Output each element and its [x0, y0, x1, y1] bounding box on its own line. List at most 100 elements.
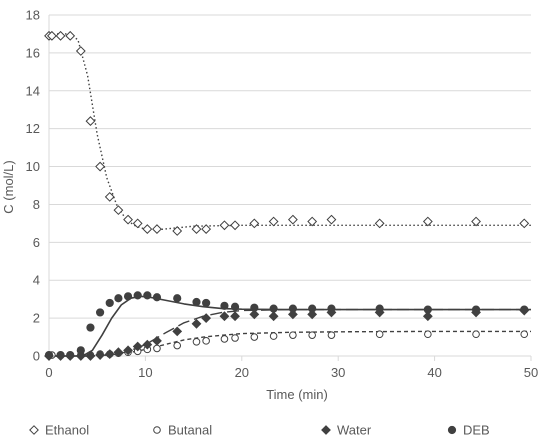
water-point: [113, 347, 124, 358]
y-tick-label: 8: [33, 197, 40, 212]
deb-point: [66, 350, 75, 360]
water-point: [287, 309, 298, 320]
water-point: [95, 350, 105, 360]
ethanol-point: [113, 205, 124, 216]
water-point: [219, 311, 230, 322]
legend-marker-ethanol: [29, 425, 39, 435]
ethanol-point: [65, 30, 76, 41]
deb-point: [269, 304, 278, 313]
x-tick-label: 40: [427, 365, 441, 380]
water-point: [307, 309, 318, 320]
fit-line-4: [49, 295, 531, 357]
ethanol-point: [191, 224, 202, 234]
ethanol-point: [85, 116, 96, 126]
legend: Ethanol Butanal Water DEB: [29, 423, 490, 438]
legend-label-butanal: Butanal: [168, 423, 212, 438]
ethanol-point: [471, 216, 481, 227]
butanal-point: [250, 333, 259, 341]
butanal-point: [202, 337, 210, 345]
water-point: [201, 313, 212, 324]
y-tick-label: 10: [26, 159, 40, 174]
water-point: [249, 309, 260, 320]
legend-label-deb: DEB: [463, 423, 490, 438]
deb-point: [308, 304, 317, 313]
water-point: [172, 326, 183, 337]
ethanol-point: [95, 161, 105, 172]
y-tick-label: 6: [33, 235, 40, 250]
legend-marker-butanal: [153, 426, 161, 434]
y-tick-label: 0: [33, 349, 40, 364]
x-tick-label: 50: [524, 365, 538, 380]
water-point: [142, 339, 153, 350]
butanal-point: [289, 331, 297, 339]
water-point: [85, 351, 96, 361]
ethanol-point: [55, 30, 66, 41]
legend-label-water: Water: [337, 423, 372, 438]
y-tick-label: 16: [26, 45, 40, 60]
water-point: [152, 335, 162, 346]
ethanol-point: [104, 191, 115, 202]
ethanol-point: [46, 30, 57, 41]
ethanol-point: [287, 214, 298, 225]
ethanol-point: [249, 218, 260, 229]
deb-point: [520, 305, 529, 314]
deb-point: [95, 308, 105, 317]
axes: [48, 15, 532, 361]
fit-line-1: [49, 33, 531, 231]
butanal-point: [153, 344, 161, 353]
deb-point: [143, 291, 152, 300]
water-point: [268, 311, 279, 322]
ethanol-point: [142, 224, 153, 234]
ethanol-point: [75, 46, 86, 56]
ethanol-point: [172, 226, 183, 236]
legend-label-ethanol: Ethanol: [45, 423, 89, 438]
ethanol-point: [307, 216, 318, 227]
deb-point: [173, 294, 182, 303]
deb-point: [288, 304, 297, 313]
deb-point: [375, 304, 384, 313]
butanal-point: [424, 330, 432, 339]
water-point: [422, 311, 433, 322]
water-point: [75, 351, 86, 361]
butanal-point: [220, 335, 229, 343]
deb-point: [471, 305, 481, 314]
deb-point: [152, 293, 162, 302]
deb-point: [56, 350, 65, 360]
deb-point: [133, 291, 142, 300]
butanal-point: [375, 330, 384, 339]
deb-point: [105, 298, 114, 308]
y-tick-label: 18: [26, 8, 40, 23]
ethanol-point: [230, 220, 240, 231]
x-tick-label: 20: [235, 365, 249, 380]
butanal-point: [269, 332, 278, 340]
x-tick-label: 10: [138, 365, 152, 380]
butanal-point: [520, 330, 529, 339]
data-markers: [44, 30, 530, 361]
deb-point: [423, 305, 432, 314]
y-tick-label: 2: [33, 311, 40, 326]
butanal-point: [327, 331, 336, 339]
ethanol-point: [152, 224, 162, 234]
water-point: [191, 318, 202, 329]
ethanol-point: [132, 218, 143, 229]
tick-labels: 0 2 4 6 8 10 12 14 16 18 0 10 20 30 40 50: [26, 8, 539, 381]
butanal-point: [192, 337, 201, 346]
deb-point: [202, 298, 211, 308]
deb-point: [250, 303, 259, 312]
ethanol-point: [374, 218, 385, 229]
legend-marker-water: [321, 425, 331, 435]
water-point: [123, 345, 133, 356]
butanal-point: [308, 331, 316, 339]
butanal-point: [472, 330, 480, 339]
deb-point: [230, 302, 240, 311]
deb-point: [192, 297, 201, 307]
deb-point: [220, 301, 229, 310]
ethanol-point: [268, 216, 279, 227]
x-tick-label: 0: [45, 365, 52, 380]
grid-lines: [49, 14, 531, 319]
x-tick-label: 30: [331, 365, 345, 380]
water-point: [104, 349, 115, 360]
deb-point: [44, 350, 54, 360]
ethanol-point: [326, 214, 337, 225]
